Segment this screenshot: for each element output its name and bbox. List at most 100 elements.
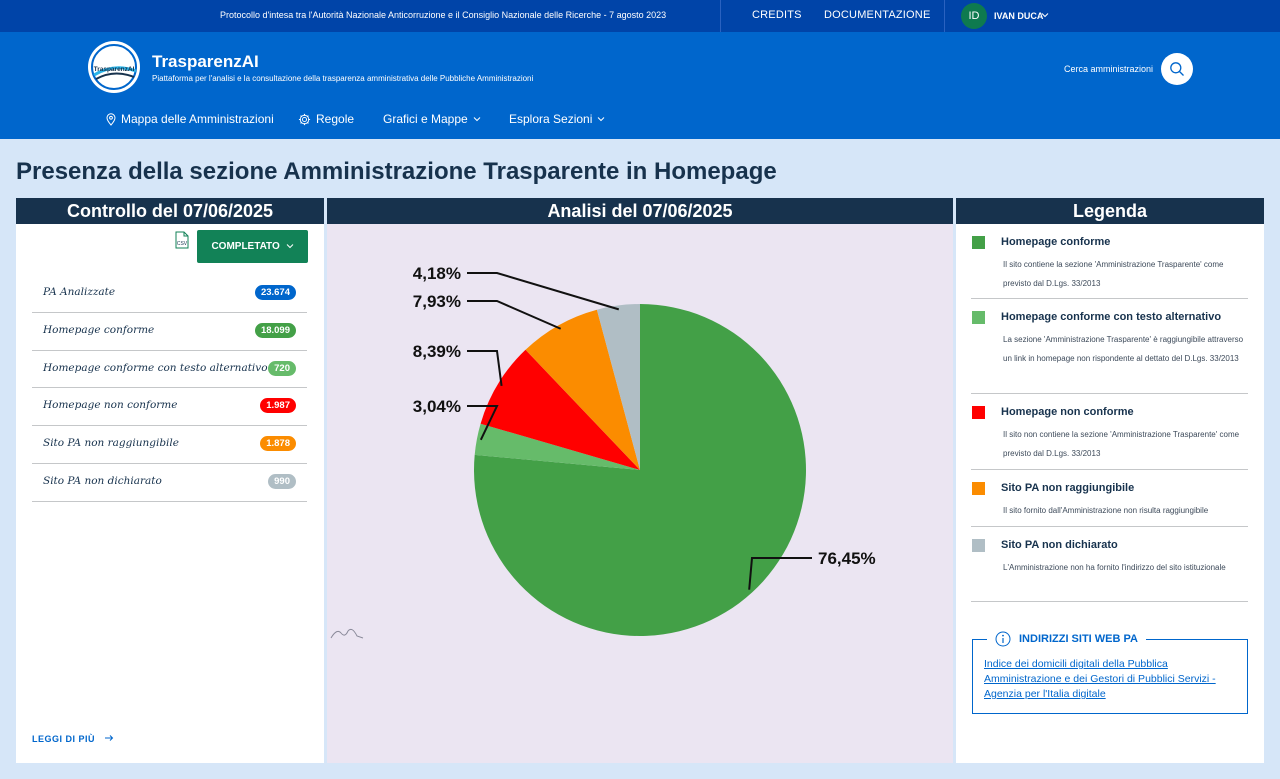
user-name[interactable]: IVAN DUCA — [994, 11, 1044, 21]
legend-item: Homepage conforme con testo alternativo … — [971, 299, 1248, 394]
stat-label: Homepage conforme con testo alternativo — [43, 361, 268, 374]
search-label[interactable]: Cerca amministrazioni — [1064, 64, 1154, 74]
stat-row: Sito PA non dichiarato 990 — [32, 464, 307, 502]
legend-item-desc: Il sito fornito dall'Amministrazione non… — [1003, 506, 1209, 515]
pie-data-label: 3,04% — [413, 397, 461, 416]
read-more-link[interactable]: LEGGI DI PIÙ — [32, 734, 114, 744]
logo-text: TrasparenzAI — [94, 66, 135, 73]
stats-list: PA Analizzate 23.674 Homepage conforme 1… — [32, 275, 307, 502]
top-bar: Protocollo d'intesa tra l'Autorità Nazio… — [0, 0, 1280, 32]
legend-item-title: Homepage non conforme — [1001, 406, 1134, 418]
chart-panel: Analisi del 07/06/2025 76,45% 3,04% 8,39% 7… — [327, 198, 953, 763]
csv-download-icon[interactable]: CSV — [175, 231, 189, 254]
legend-swatch — [972, 311, 985, 324]
credits-link[interactable]: CREDITS — [752, 9, 802, 21]
info-box-header: INDIRIZZI SITI WEB PA — [987, 631, 1146, 647]
pie-leader-line — [748, 557, 812, 590]
legend-swatch — [972, 406, 985, 419]
pie-slice[interactable] — [480, 349, 640, 470]
pie-slice[interactable] — [525, 309, 640, 470]
nav-esplora-label: Esplora Sezioni — [509, 112, 593, 126]
legend-item-desc: Il sito non contiene la sezione 'Amminis… — [1003, 430, 1240, 458]
page-title: Presenza della sezione Amministrazione T… — [16, 158, 777, 185]
nav-esplora[interactable]: Esplora Sezioni — [509, 112, 605, 126]
legend-swatch — [972, 482, 985, 495]
pie-leader-line — [467, 350, 503, 386]
legend-swatch — [972, 539, 985, 552]
divider — [720, 0, 721, 32]
stat-badge: 720 — [268, 360, 296, 376]
legend-panel-title: Legenda — [956, 198, 1264, 224]
nav-grafici-label: Grafici e Mappe — [383, 112, 468, 126]
chevron-down-icon — [473, 117, 481, 122]
gear-icon — [298, 113, 311, 125]
logo[interactable]: TrasparenzAI — [88, 41, 140, 93]
stat-badge: 23.674 — [254, 285, 296, 300]
chart-panel-title: Analisi del 07/06/2025 — [327, 198, 953, 224]
legend-item-desc: La sezione 'Amministrazione Trasparente'… — [1003, 335, 1244, 363]
search-icon — [1170, 62, 1184, 76]
arrow-right-icon — [105, 735, 114, 741]
brand-subtitle: Piattaforma per l'analisi e la consultaz… — [152, 74, 534, 83]
stat-label: Homepage non conforme — [43, 399, 178, 412]
nav-mappa-label: Mappa delle Amministrazioni — [121, 112, 274, 126]
stat-badge: 18.099 — [254, 322, 296, 338]
avatar[interactable]: ID — [961, 3, 987, 29]
pie-leader-line — [467, 272, 620, 311]
agid-link[interactable]: Indice dei domicili digitali della Pubbl… — [984, 658, 1216, 700]
brand-title[interactable]: TrasparenzAI — [152, 52, 259, 71]
pie-data-label: 8,39% — [413, 342, 461, 361]
control-panel: Controllo del 07/06/2025 CSV COMPLETATO … — [16, 198, 324, 763]
stat-label: Homepage conforme — [43, 323, 155, 336]
chevron-down-icon — [286, 244, 293, 249]
control-panel-title: Controllo del 07/06/2025 — [16, 198, 324, 224]
chevron-down-icon[interactable] — [1041, 10, 1049, 20]
pie-data-label: 4,18% — [413, 264, 461, 283]
header: TrasparenzAI TrasparenzAI Piattaforma pe… — [0, 32, 1280, 139]
pie-data-label: 76,45% — [818, 549, 876, 568]
legend-list: Homepage conforme Il sito contiene la se… — [971, 224, 1248, 602]
legend-item-desc: Il sito contiene la sezione 'Amministraz… — [1003, 260, 1224, 288]
legend-panel: Legenda Homepage conforme Il sito contie… — [956, 198, 1264, 763]
legend-item-title: Homepage conforme con testo alternativo — [1001, 311, 1222, 323]
chevron-down-icon — [598, 117, 605, 122]
stat-row: Homepage non conforme 1.987 — [32, 388, 307, 427]
pie-leader-line — [467, 300, 562, 330]
stat-row: PA Analizzate 23.674 — [32, 275, 307, 313]
legend-item: Homepage conforme Il sito contiene la se… — [971, 224, 1248, 299]
legend-item-title: Sito PA non raggiungibile — [1001, 482, 1135, 494]
stat-label: Sito PA non dichiarato — [43, 474, 162, 487]
pie-slice[interactable] — [474, 423, 640, 470]
csv-label: CSV — [177, 241, 188, 247]
legend-item-desc: L'Amministrazione non ha fornito l'indir… — [1003, 563, 1226, 572]
info-box-title: INDIRIZZI SITI WEB PA — [1019, 633, 1138, 645]
stat-row: Sito PA non raggiungibile 1.878 — [32, 426, 307, 464]
info-box: INDIRIZZI SITI WEB PA Indice dei domicil… — [972, 631, 1248, 714]
legend-item-title: Homepage conforme — [1001, 236, 1111, 248]
nav-regole[interactable]: Regole — [298, 112, 354, 126]
stat-label: PA Analizzate — [43, 286, 116, 298]
map-pin-icon — [106, 112, 116, 126]
nav-regole-label: Regole — [316, 112, 355, 126]
search-button[interactable] — [1161, 53, 1193, 85]
status-dropdown-button[interactable]: COMPLETATO — [197, 230, 308, 263]
read-more-label: LEGGI DI PIÙ — [32, 734, 96, 744]
stat-badge: 1.878 — [260, 436, 296, 452]
pie-data-label: 7,93% — [413, 292, 461, 311]
nav-mappa[interactable]: Mappa delle Amministrazioni — [106, 112, 274, 126]
protocol-text: Protocollo d'intesa tra l'Autorità Nazio… — [220, 10, 667, 20]
documentazione-link[interactable]: DOCUMENTAZIONE — [824, 9, 931, 21]
legend-swatch — [972, 236, 985, 249]
stat-badge: 990 — [268, 473, 296, 489]
pie-slice[interactable] — [596, 304, 640, 470]
stat-row: Homepage conforme 18.099 — [32, 313, 307, 351]
nav-grafici[interactable]: Grafici e Mappe — [383, 112, 481, 126]
info-icon — [995, 631, 1011, 647]
pie-chart: 76,45% 3,04% 8,39% 7,93% 4,18% — [330, 264, 876, 639]
status-dropdown-label: COMPLETATO — [211, 241, 280, 252]
stat-label: Sito PA non raggiungibile — [43, 437, 179, 450]
divider — [944, 0, 945, 32]
legend-item: Homepage non conforme Il sito non contie… — [971, 394, 1248, 470]
legend-item-title: Sito PA non dichiarato — [1001, 539, 1118, 551]
legend-item: Sito PA non raggiungibile Il sito fornit… — [971, 470, 1248, 527]
